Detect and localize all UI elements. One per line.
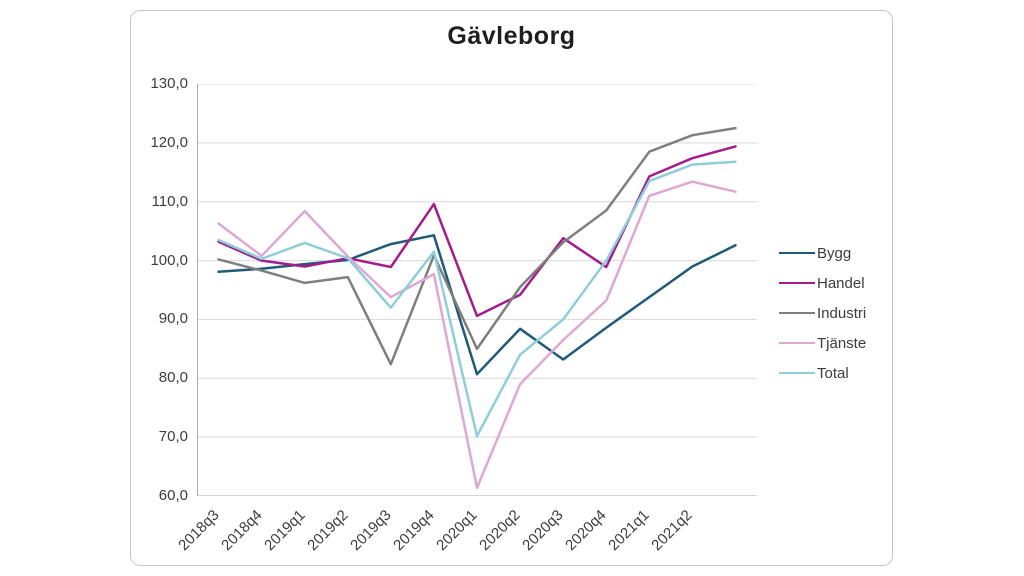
y-tick-label: 110,0	[151, 192, 188, 210]
legend-item-industri: Industri	[779, 298, 866, 328]
y-tick-label: 90,0	[158, 310, 188, 328]
series-line-bygg	[217, 234, 737, 376]
legend-item-tjänste: Tjänste	[779, 328, 866, 358]
legend-label: Tjänste	[817, 334, 867, 352]
y-tick-label: 70,0	[158, 428, 188, 446]
series-line-tjänste	[217, 180, 737, 490]
legend-label: Total	[817, 364, 849, 382]
legend-label: Bygg	[817, 244, 852, 262]
legend-label: Industri	[817, 304, 867, 322]
chart-title: Gävleborg	[447, 22, 576, 50]
y-tick-label: 120,0	[150, 133, 188, 151]
legend-label: Handel	[817, 274, 865, 292]
legend-line-swatch	[779, 281, 815, 285]
series-line-total	[217, 160, 737, 438]
legend-line-swatch	[779, 371, 815, 375]
legend-item-bygg: Bygg	[779, 238, 866, 268]
legend-item-handel: Handel	[779, 268, 866, 298]
chart-frame	[130, 10, 893, 566]
series-line-industri	[217, 126, 737, 366]
y-tick-label: 100,0	[150, 251, 188, 269]
plot-area	[197, 84, 757, 496]
legend-item-total: Total	[779, 358, 866, 388]
legend-line-swatch	[779, 251, 815, 255]
y-tick-label: 130,0	[150, 75, 188, 92]
series-line-handel	[217, 145, 737, 318]
legend-line-swatch	[779, 341, 815, 345]
legend: Bygg Handel Industri Tjänste Total	[779, 238, 866, 388]
legend-line-swatch	[779, 311, 815, 315]
y-tick-label: 60,0	[158, 487, 188, 504]
y-tick-label: 80,0	[158, 369, 188, 387]
